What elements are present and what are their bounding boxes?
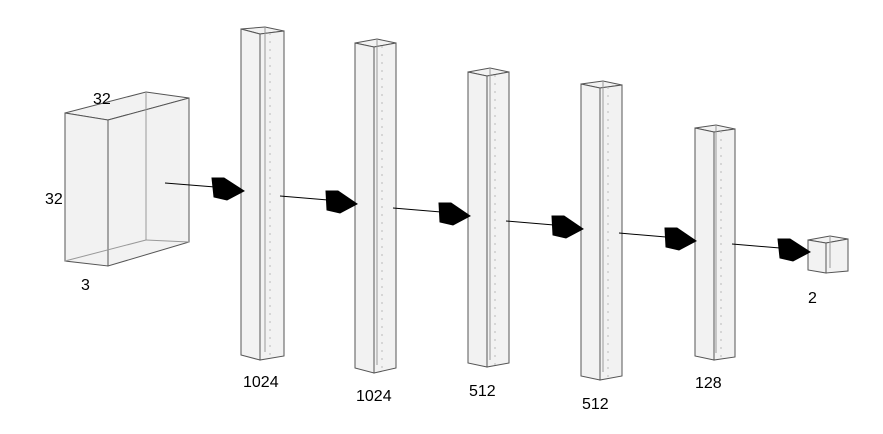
output-units-label: 2 <box>808 290 817 307</box>
dense-layer-5 <box>694 124 736 361</box>
dense-layer-2 <box>354 38 397 374</box>
arrow-4 <box>505 215 584 239</box>
input-channels-label: 3 <box>81 277 90 294</box>
layer-4-units-label: 512 <box>582 396 609 413</box>
arrow-5 <box>618 227 697 251</box>
output-layer <box>807 235 849 274</box>
arrow-3 <box>392 202 471 226</box>
arrow-2 <box>279 190 358 214</box>
arrow-1 <box>164 177 245 201</box>
input-volume-side <box>107 97 190 267</box>
dense-layer-3 <box>467 67 510 368</box>
dense-layer-1 <box>240 26 285 361</box>
layer-5-units-label: 128 <box>695 375 722 392</box>
input-height-label: 32 <box>45 191 63 208</box>
layer-2-units-label: 1024 <box>356 388 392 405</box>
layer-3-units-label: 512 <box>469 383 496 400</box>
input-volume-front <box>64 112 109 267</box>
arrow-6 <box>731 238 811 262</box>
input-width-label: 32 <box>93 91 111 108</box>
input-volume <box>64 91 190 267</box>
layer-1-units-label: 1024 <box>243 374 279 391</box>
dense-layer-4 <box>580 80 623 381</box>
